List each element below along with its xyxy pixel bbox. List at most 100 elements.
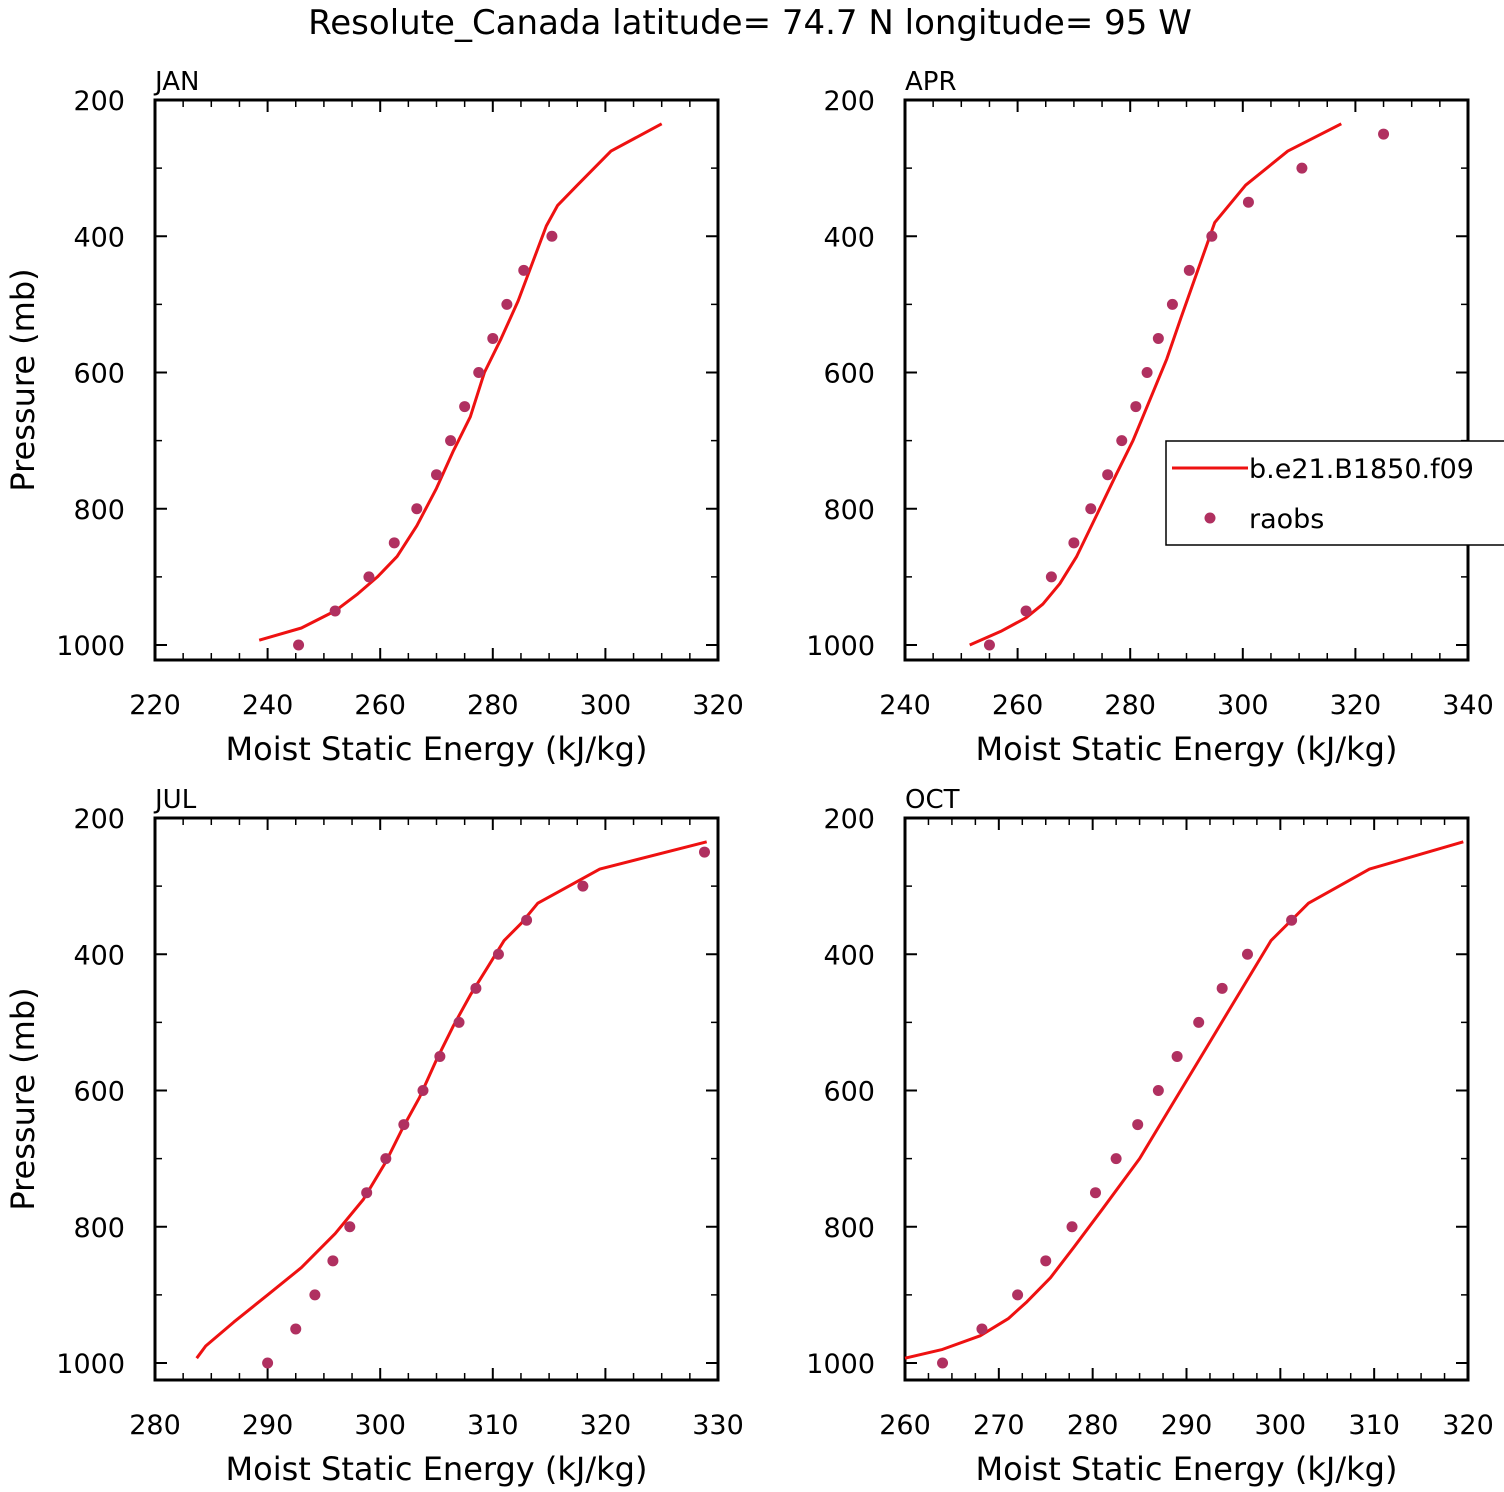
raobs-point [1045, 571, 1057, 583]
raobs-point [521, 914, 533, 926]
x-tick-label: 300 [580, 690, 632, 721]
panels: JAN 220 240 260 280 300 320 200 400 600 800 1000 Moi… [4, 67, 1494, 1488]
raobs-point [361, 1187, 373, 1199]
raobs-point [290, 1323, 302, 1335]
plot-frame [903, 816, 1470, 1382]
y-tick-label: 1000 [56, 1349, 125, 1380]
legend-obs-swatch [1204, 512, 1216, 524]
y-tick-label: 800 [823, 495, 875, 526]
panel-label: APR [905, 67, 957, 97]
raobs-point [501, 298, 513, 310]
y-tick-label: 200 [823, 804, 875, 835]
y-tick-label: 1000 [56, 631, 125, 662]
raobs-point [577, 880, 589, 892]
raobs-point [1141, 367, 1153, 378]
raobs-point [1296, 162, 1308, 174]
panel-jul: JUL 280 290 300 310 320 330 200 400 600 800 1000 Moi… [4, 785, 744, 1488]
x-tick-label: 300 [354, 1410, 406, 1441]
raobs-point [445, 435, 457, 447]
raobs-point [1068, 537, 1080, 549]
y-tick-label: 600 [73, 359, 125, 390]
y-tick-label: 800 [823, 1213, 875, 1244]
x-tick-label: 290 [242, 1410, 294, 1441]
model-profile-line [258, 122, 663, 642]
raobs-point [487, 332, 499, 344]
x-tick-label: 280 [1104, 690, 1156, 721]
raobs-point [398, 1119, 410, 1131]
y-tick-label: 200 [73, 804, 125, 835]
raobs-point [309, 1289, 321, 1301]
y-tick-label: 400 [73, 940, 125, 971]
y-tick-label: 800 [73, 495, 125, 526]
raobs-point [1110, 1153, 1122, 1165]
x-tick-label: 270 [973, 1410, 1025, 1441]
raobs-point [1012, 1289, 1024, 1301]
x-tick-label: 260 [879, 1410, 931, 1441]
y-tick-label: 400 [823, 222, 875, 253]
raobs-point [1378, 128, 1390, 140]
y-tick-label: 200 [823, 86, 875, 117]
raobs-point [411, 503, 423, 515]
panel-label: OCT [905, 785, 960, 815]
raobs-point [518, 264, 530, 276]
y-tick-label: 200 [73, 86, 125, 117]
x-tick-label: 220 [129, 690, 181, 721]
raobs-point [453, 1016, 465, 1028]
raobs-point [262, 1357, 274, 1369]
x-tick-label: 330 [692, 1410, 744, 1441]
y-tick-label: 600 [823, 1077, 875, 1108]
x-tick-label: 320 [1330, 690, 1382, 721]
raobs-point [983, 639, 995, 651]
x-tick-label: 280 [1067, 1410, 1119, 1441]
x-tick-label: 340 [1442, 690, 1494, 721]
raobs-point [1116, 435, 1128, 447]
model-profile-line [969, 122, 1342, 647]
y-axis-label: Pressure (mb) [4, 987, 42, 1210]
raobs-point [1066, 1221, 1078, 1233]
y-tick-label: 1000 [806, 631, 875, 662]
plot-frame [903, 98, 1470, 662]
legend: b.e21.B1850.f09 raobs [1165, 440, 1504, 546]
raobs-point [937, 1357, 949, 1369]
y-tick-label: 400 [73, 222, 125, 253]
x-tick-label: 310 [1348, 1410, 1400, 1441]
y-tick-label: 600 [73, 1077, 125, 1108]
raobs-point [1130, 401, 1142, 413]
raobs-point [1020, 605, 1032, 617]
x-tick-label: 280 [129, 1410, 181, 1441]
legend-obs-label: raobs [1249, 504, 1324, 535]
x-tick-label: 320 [692, 690, 744, 721]
raobs-point [1183, 264, 1195, 276]
x-axis-label: Moist Static Energy (kJ/kg) [226, 730, 648, 768]
legend-box [1165, 440, 1504, 546]
panel-label: JAN [153, 67, 199, 97]
raobs-point [459, 401, 471, 413]
raobs-point [1242, 196, 1254, 208]
figure-title: Resolute_Canada latitude= 74.7 N longitu… [308, 3, 1192, 43]
raobs-point [1040, 1255, 1052, 1267]
y-tick-label: 1000 [806, 1349, 875, 1380]
raobs-point [327, 1255, 339, 1267]
x-tick-label: 240 [879, 690, 931, 721]
y-tick-label: 400 [823, 940, 875, 971]
x-tick-label: 300 [1255, 1410, 1307, 1441]
x-tick-label: 240 [242, 690, 294, 721]
raobs-point [1171, 1050, 1183, 1062]
raobs-point [470, 982, 482, 994]
x-tick-label: 320 [1442, 1410, 1494, 1441]
x-tick-label: 310 [467, 1410, 519, 1441]
raobs-point [1102, 469, 1114, 481]
x-axis-label: Moist Static Energy (kJ/kg) [976, 730, 1398, 768]
raobs-point [1166, 298, 1178, 310]
raobs-point [1286, 914, 1298, 926]
x-tick-label: 260 [992, 690, 1044, 721]
model-profile-line [904, 840, 1464, 1360]
plot-frame [153, 816, 720, 1382]
raobs-point [293, 639, 305, 651]
x-tick-label: 280 [467, 690, 519, 721]
y-tick-label: 600 [823, 359, 875, 390]
plot-frame [153, 98, 720, 662]
raobs-point [473, 367, 485, 378]
raobs-point [1089, 1187, 1101, 1199]
x-axis-label: Moist Static Energy (kJ/kg) [226, 1450, 648, 1488]
